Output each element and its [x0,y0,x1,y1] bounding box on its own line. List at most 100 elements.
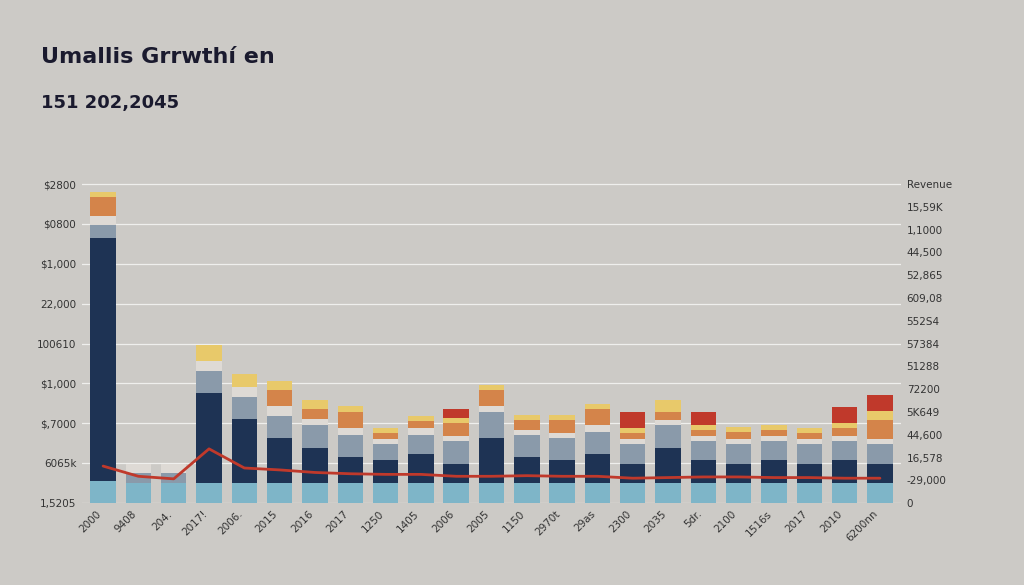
Bar [197,371,222,393]
Bar [267,406,293,416]
Bar [585,410,610,425]
Bar [655,400,681,412]
Bar [550,433,574,438]
Bar [443,424,469,436]
Text: Umallis Grrwthí en: Umallis Grrwthí en [41,47,274,67]
Bar [197,362,222,371]
Bar [797,483,822,503]
Bar [797,463,822,483]
Bar [831,436,857,441]
Bar [409,421,433,428]
Bar [90,238,116,481]
Bar [514,430,540,435]
Bar [443,463,469,483]
Bar [621,412,645,428]
Bar [373,428,398,433]
Bar [867,420,893,439]
Bar [302,400,328,409]
Bar [621,428,645,433]
Bar [90,192,116,197]
Bar [338,428,362,435]
Bar [761,483,786,503]
Bar [726,483,752,503]
Bar [373,445,398,460]
Bar [409,454,433,483]
Bar [479,406,504,412]
Bar [726,426,752,432]
Bar [761,441,786,460]
Bar [726,463,752,483]
Bar [867,411,893,420]
Bar [161,463,186,473]
Bar [161,483,186,503]
Bar [197,346,222,362]
Bar [621,439,645,445]
Bar [338,483,362,503]
Bar [514,435,540,457]
Bar [302,425,328,448]
Bar [197,393,222,483]
Bar [443,409,469,418]
Bar [302,483,328,503]
Bar [443,483,469,503]
Bar [797,428,822,433]
Bar [479,483,504,503]
Bar [231,374,257,387]
Bar [338,435,362,457]
Text: 151 202,2045: 151 202,2045 [41,94,179,112]
Bar [161,473,186,483]
Bar [338,457,362,483]
Bar [338,412,362,428]
Bar [231,387,257,397]
Bar [831,441,857,460]
Bar [621,483,645,503]
Bar [443,418,469,424]
Bar [267,483,293,503]
Bar [302,448,328,483]
Bar [550,483,574,503]
Bar [690,441,716,460]
Bar [373,439,398,445]
Bar [585,432,610,454]
Bar [267,381,293,390]
Bar [514,420,540,430]
Bar [655,420,681,425]
Bar [690,460,716,483]
Bar [867,395,893,411]
Bar [373,433,398,439]
Bar [479,390,504,406]
Bar [514,415,540,420]
Bar [409,428,433,435]
Bar [621,433,645,439]
Bar [655,483,681,503]
Bar [197,483,222,503]
Bar [409,483,433,503]
Bar [90,216,116,225]
Bar [373,460,398,483]
Bar [231,483,257,503]
Bar [655,425,681,448]
Bar [479,412,504,438]
Bar [231,419,257,483]
Bar [797,439,822,445]
Bar [550,438,574,460]
Bar [831,483,857,503]
Bar [867,439,893,445]
Bar [690,430,716,436]
Bar [514,457,540,483]
Bar [338,406,362,412]
Bar [867,483,893,503]
Bar [231,397,257,419]
Bar [550,420,574,433]
Bar [831,428,857,436]
Bar [761,425,786,430]
Bar [90,197,116,216]
Bar [726,439,752,445]
Bar [126,463,152,473]
Bar [621,445,645,463]
Bar [550,415,574,420]
Bar [409,416,433,421]
Bar [585,404,610,409]
Bar [479,385,504,390]
Bar [267,416,293,438]
